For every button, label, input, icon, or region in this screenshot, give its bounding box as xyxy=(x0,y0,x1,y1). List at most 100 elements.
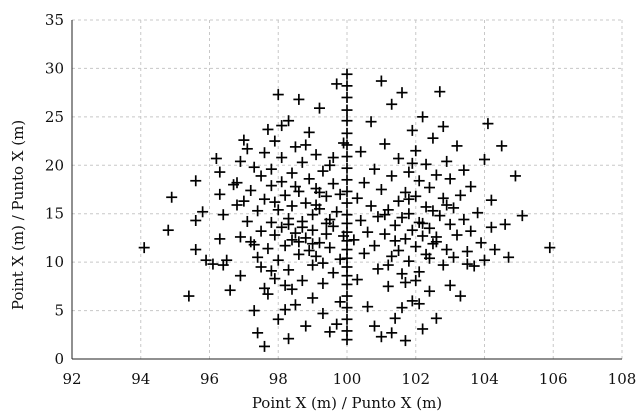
data-point xyxy=(234,270,246,282)
data-point xyxy=(331,78,343,90)
data-point xyxy=(327,152,339,164)
data-point xyxy=(317,257,329,269)
data-point xyxy=(341,185,353,197)
x-tick-label: 100 xyxy=(333,370,362,388)
data-point xyxy=(406,124,418,136)
data-point xyxy=(399,186,411,198)
data-point xyxy=(269,229,281,241)
data-point xyxy=(214,233,226,245)
data-point xyxy=(437,192,449,204)
data-point xyxy=(320,228,332,240)
data-point xyxy=(451,140,463,152)
data-point xyxy=(427,205,439,217)
data-point xyxy=(255,261,267,273)
data-point xyxy=(303,245,315,257)
data-point xyxy=(393,195,405,207)
data-point xyxy=(441,244,453,256)
data-point xyxy=(430,312,442,324)
data-point xyxy=(489,244,501,256)
data-point xyxy=(410,190,422,202)
data-point xyxy=(272,89,284,101)
data-point xyxy=(475,237,487,249)
data-point xyxy=(479,254,490,266)
data-point xyxy=(424,222,435,234)
data-point xyxy=(386,170,398,182)
data-point xyxy=(331,318,343,330)
data-point xyxy=(403,166,415,178)
data-point xyxy=(272,204,284,216)
data-point xyxy=(190,175,202,187)
data-point xyxy=(430,169,442,181)
data-point xyxy=(386,327,398,339)
data-point xyxy=(296,156,308,168)
data-point xyxy=(234,155,246,167)
data-point xyxy=(458,164,470,176)
data-point xyxy=(276,120,288,132)
data-point xyxy=(300,197,312,209)
data-point xyxy=(320,190,332,202)
data-point xyxy=(307,259,319,271)
data-point xyxy=(283,218,295,230)
data-point xyxy=(417,323,429,335)
data-point xyxy=(341,162,353,174)
data-point xyxy=(420,158,432,170)
data-point xyxy=(399,233,411,245)
data-point xyxy=(289,227,301,239)
data-point xyxy=(245,184,257,196)
data-point xyxy=(396,87,408,99)
data-point xyxy=(451,229,463,241)
data-point xyxy=(396,212,408,224)
x-tick-label: 102 xyxy=(401,370,430,388)
data-point xyxy=(283,115,295,127)
data-point xyxy=(389,219,401,231)
data-point xyxy=(293,236,305,248)
data-point xyxy=(289,141,301,153)
data-point xyxy=(341,174,353,186)
data-point xyxy=(427,132,439,144)
data-point xyxy=(283,333,295,345)
data-point xyxy=(406,157,418,169)
data-point xyxy=(444,173,456,185)
data-point xyxy=(341,139,353,151)
data-point xyxy=(424,252,435,264)
data-point xyxy=(234,231,246,243)
data-point xyxy=(465,225,477,237)
data-point xyxy=(393,245,405,257)
data-point xyxy=(485,194,497,206)
data-point xyxy=(341,151,353,163)
grid-lines xyxy=(71,19,623,360)
data-point xyxy=(355,146,367,158)
data-point xyxy=(379,209,391,221)
data-point xyxy=(434,86,446,98)
data-point xyxy=(317,307,329,319)
data-point xyxy=(190,244,202,256)
data-point xyxy=(441,199,453,211)
data-point xyxy=(327,220,339,232)
x-tick-label: 92 xyxy=(62,370,81,388)
data-point xyxy=(259,193,270,205)
data-point xyxy=(382,259,394,271)
data-point xyxy=(200,254,212,266)
x-tick-label: 94 xyxy=(131,370,150,388)
y-tick-labels: 0 5 10 15 20 25 30 35 xyxy=(45,11,64,368)
data-point xyxy=(396,302,408,314)
data-point xyxy=(413,298,425,310)
data-point xyxy=(369,240,380,252)
data-point xyxy=(259,147,270,159)
data-point xyxy=(303,173,315,185)
data-point xyxy=(286,283,298,295)
data-point xyxy=(341,302,353,314)
data-point xyxy=(289,299,301,311)
data-point xyxy=(399,335,411,347)
data-point xyxy=(509,170,521,182)
data-point xyxy=(331,206,343,218)
data-point xyxy=(231,199,243,211)
data-point xyxy=(362,226,374,238)
data-point xyxy=(444,279,456,291)
data-point xyxy=(303,126,315,138)
data-point xyxy=(365,200,377,212)
y-tick-label: 5 xyxy=(54,302,64,320)
data-point xyxy=(389,235,401,247)
data-point xyxy=(310,149,322,161)
data-point xyxy=(272,254,284,266)
